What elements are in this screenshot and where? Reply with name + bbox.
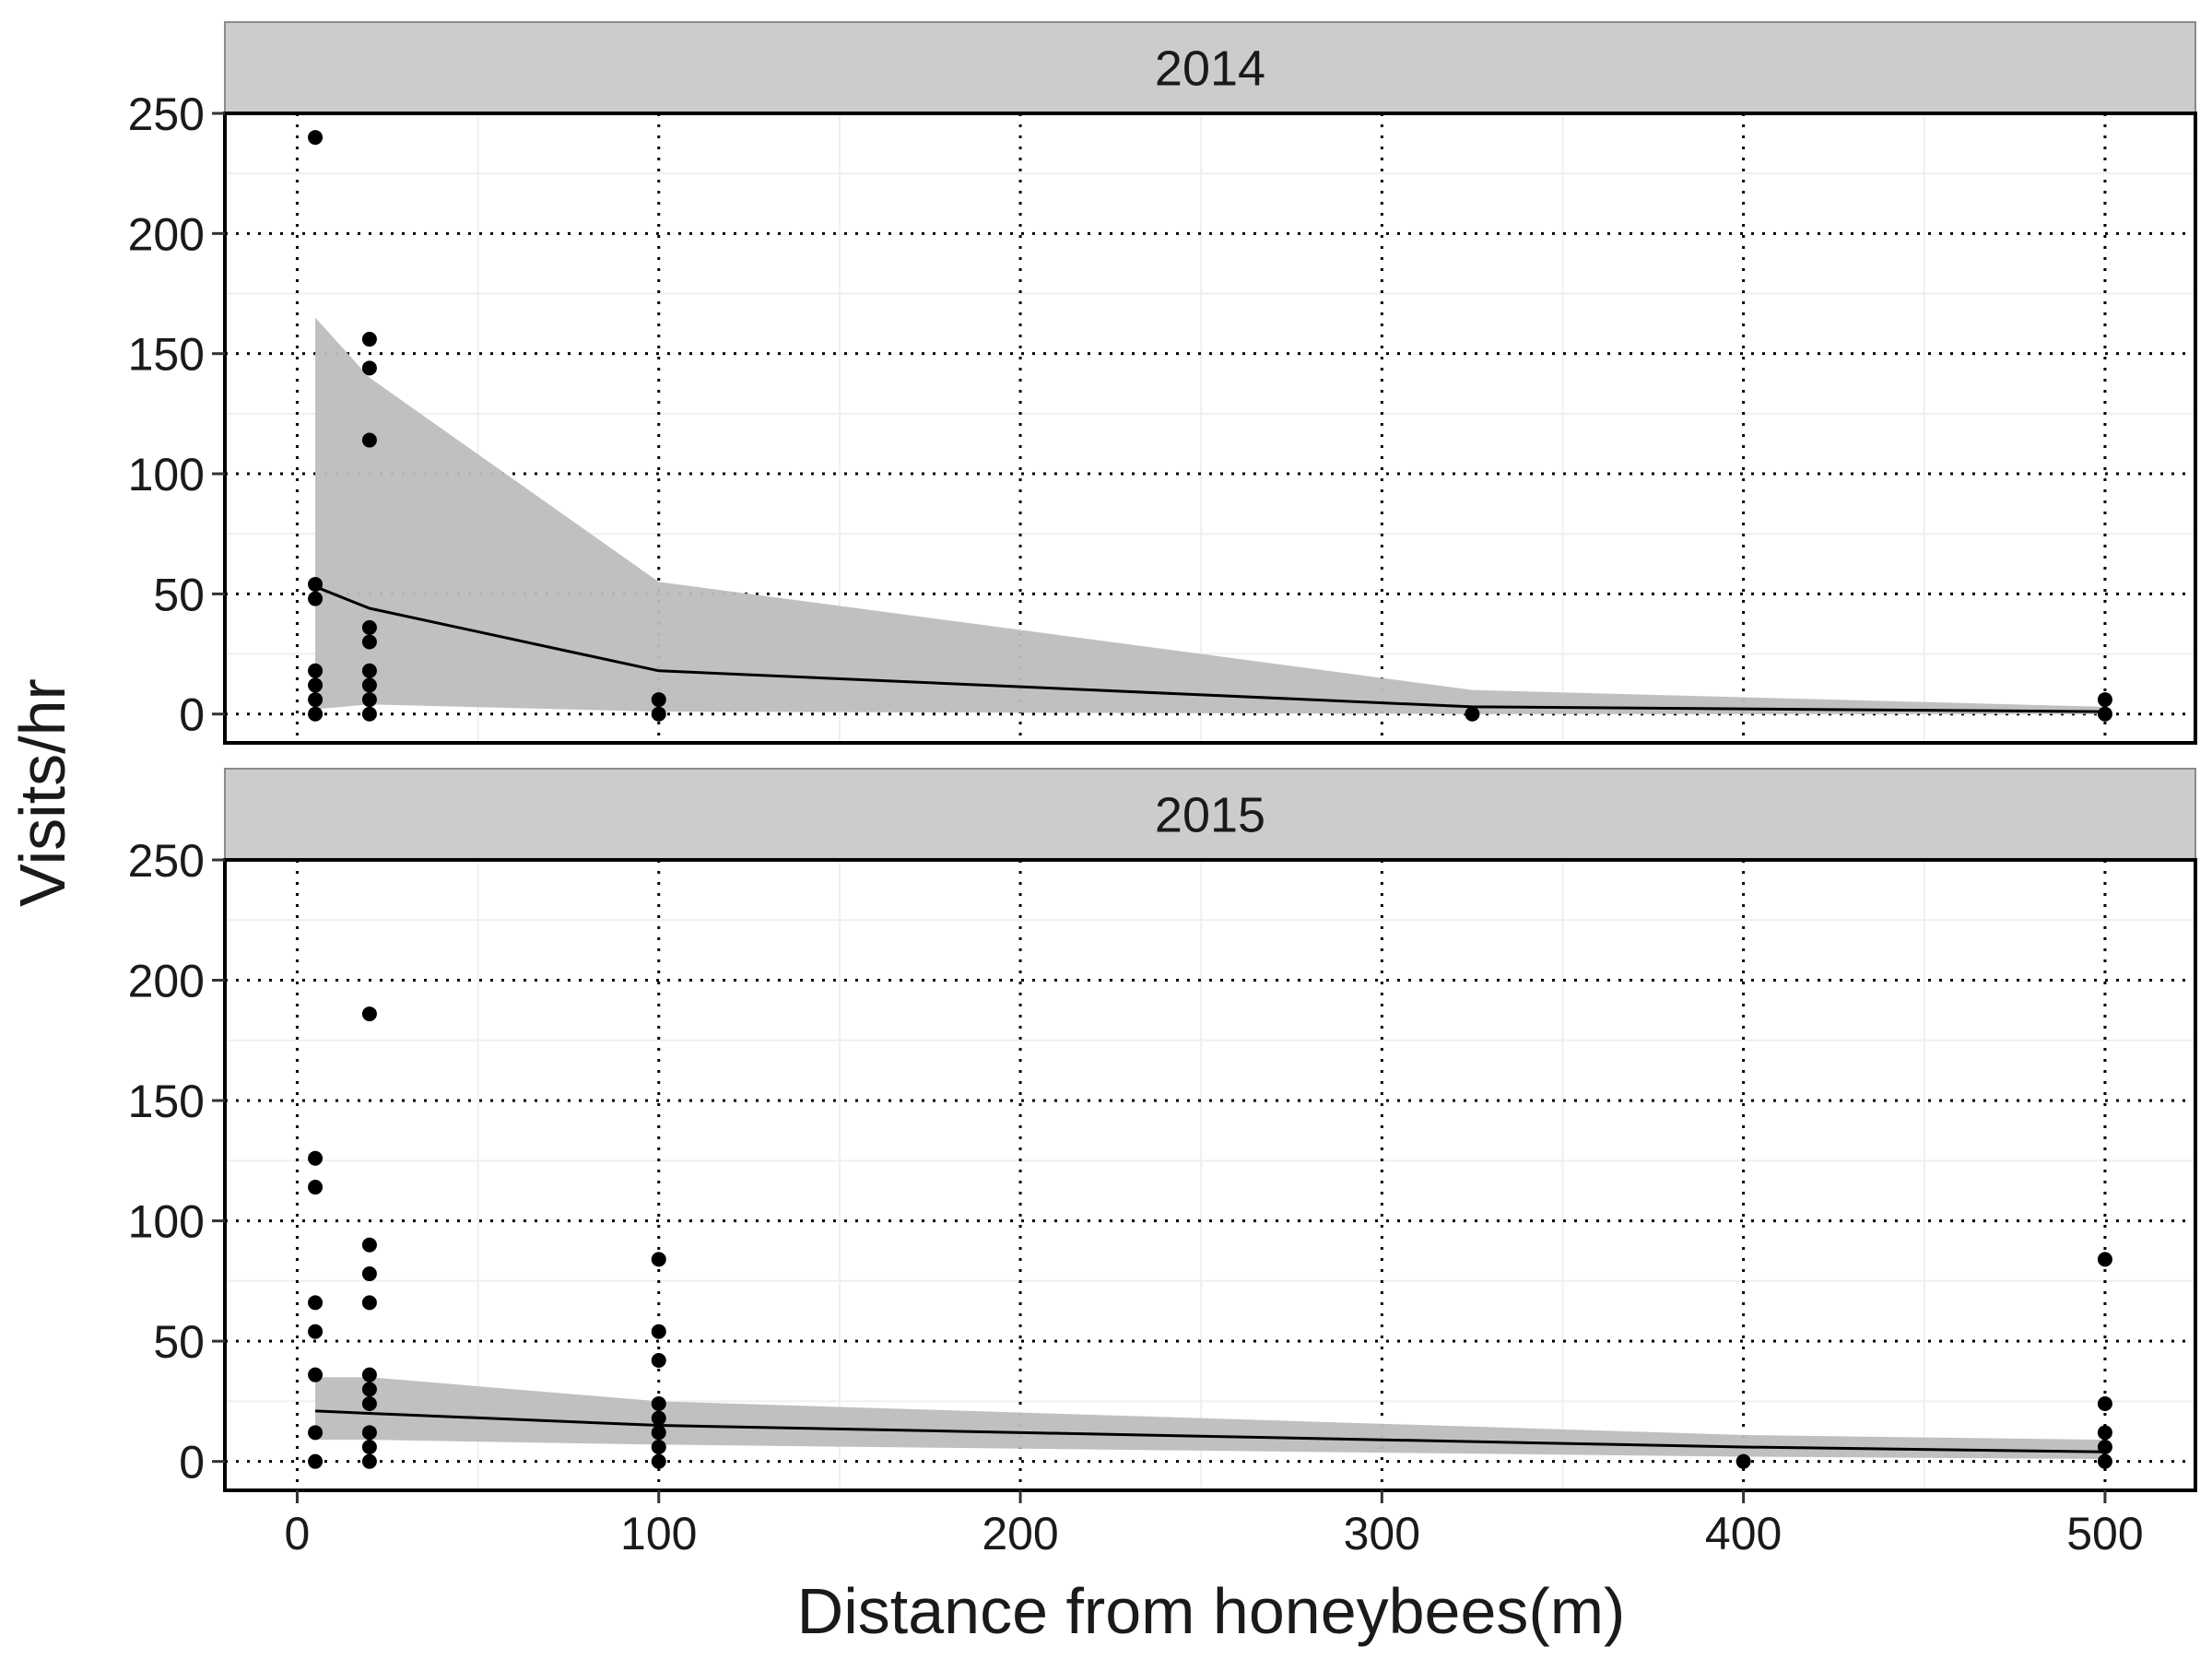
x-tick-label: 500 <box>2066 1508 2143 1559</box>
data-point <box>1465 706 1480 722</box>
plot-background <box>225 860 2195 1490</box>
facet-panels: 2014 0 50 100 150 200 250 2015 0 50 100 150 200 250 0 1… <box>128 21 2197 1559</box>
confidence-band <box>315 1377 2105 1460</box>
data-point <box>2097 1425 2112 1441</box>
data-point <box>651 1252 666 1267</box>
data-point <box>2097 1453 2112 1469</box>
x-tick-label: 100 <box>620 1508 697 1559</box>
data-point <box>651 1453 666 1469</box>
data-point <box>308 1180 324 1195</box>
data-point <box>308 692 324 708</box>
x-tick-label: 0 <box>285 1508 311 1559</box>
panel-border <box>223 112 2197 745</box>
data-point <box>361 1396 377 1412</box>
y-tick-label: 0 <box>179 1437 205 1488</box>
data-point <box>361 634 377 650</box>
data-point <box>651 1425 666 1441</box>
data-point <box>308 663 324 678</box>
y-tick-label: 150 <box>128 329 205 381</box>
data-point <box>308 130 324 146</box>
x-tick-label: 200 <box>982 1508 1058 1559</box>
x-tick-label: 300 <box>1344 1508 1420 1559</box>
data-point <box>361 432 377 448</box>
strip-label: 2015 <box>1155 788 1265 843</box>
data-point <box>361 332 377 347</box>
data-point <box>361 1266 377 1282</box>
strip-background <box>224 768 2196 861</box>
data-point <box>361 1367 377 1382</box>
data-point <box>2097 706 2112 722</box>
panel-1: 2015 0 50 100 150 200 250 0 100 200 300 400 500 <box>128 768 2197 1559</box>
data-point <box>308 1425 324 1441</box>
y-tick-label: 250 <box>128 88 205 140</box>
data-point <box>308 591 324 606</box>
data-point <box>361 1237 377 1253</box>
data-point <box>361 1453 377 1469</box>
y-tick-label: 200 <box>128 956 205 1007</box>
data-point <box>651 692 666 708</box>
panel-border <box>223 858 2197 1492</box>
strip-background <box>224 21 2196 114</box>
confidence-band <box>315 317 2105 714</box>
data-point <box>308 1453 324 1469</box>
data-point <box>361 663 377 678</box>
data-point <box>361 1425 377 1441</box>
strip-label: 2014 <box>1155 41 1265 97</box>
panel-0: 2014 0 50 100 150 200 250 <box>128 21 2197 745</box>
data-point <box>651 706 666 722</box>
trend-line <box>314 585 2105 713</box>
y-tick-label: 50 <box>153 1316 205 1368</box>
y-tick-label: 100 <box>128 1196 205 1248</box>
data-point <box>651 1324 666 1339</box>
data-point <box>651 1410 666 1426</box>
data-point <box>308 1367 324 1382</box>
y-tick-label: 250 <box>128 835 205 887</box>
data-point <box>361 706 377 722</box>
data-point <box>1735 1453 1751 1469</box>
data-point <box>2097 692 2112 708</box>
data-point <box>651 1396 666 1412</box>
data-point <box>308 1150 324 1166</box>
data-point <box>361 1382 377 1397</box>
y-tick-label: 100 <box>128 449 205 500</box>
y-tick-label: 0 <box>179 689 205 741</box>
y-axis-title: Visits/hr <box>6 678 78 907</box>
data-point <box>651 1440 666 1455</box>
data-point <box>308 576 324 592</box>
data-point <box>361 692 377 708</box>
data-point <box>308 1295 324 1311</box>
data-point <box>2097 1396 2112 1412</box>
data-point <box>308 677 324 693</box>
data-point <box>2097 1440 2112 1455</box>
data-point <box>308 706 324 722</box>
x-axis-title: Distance from honeybees(m) <box>797 1575 1626 1647</box>
y-tick-label: 200 <box>128 208 205 260</box>
data-point <box>361 677 377 693</box>
x-tick-label: 400 <box>1705 1508 1782 1559</box>
data-point <box>361 1295 377 1311</box>
data-point <box>651 1353 666 1369</box>
data-point <box>361 1440 377 1455</box>
data-point <box>308 1324 324 1339</box>
data-point <box>361 360 377 376</box>
data-point <box>361 1006 377 1022</box>
data-point <box>2097 1252 2112 1267</box>
data-point <box>361 619 377 635</box>
y-tick-label: 50 <box>153 569 205 620</box>
y-tick-label: 150 <box>128 1076 205 1127</box>
